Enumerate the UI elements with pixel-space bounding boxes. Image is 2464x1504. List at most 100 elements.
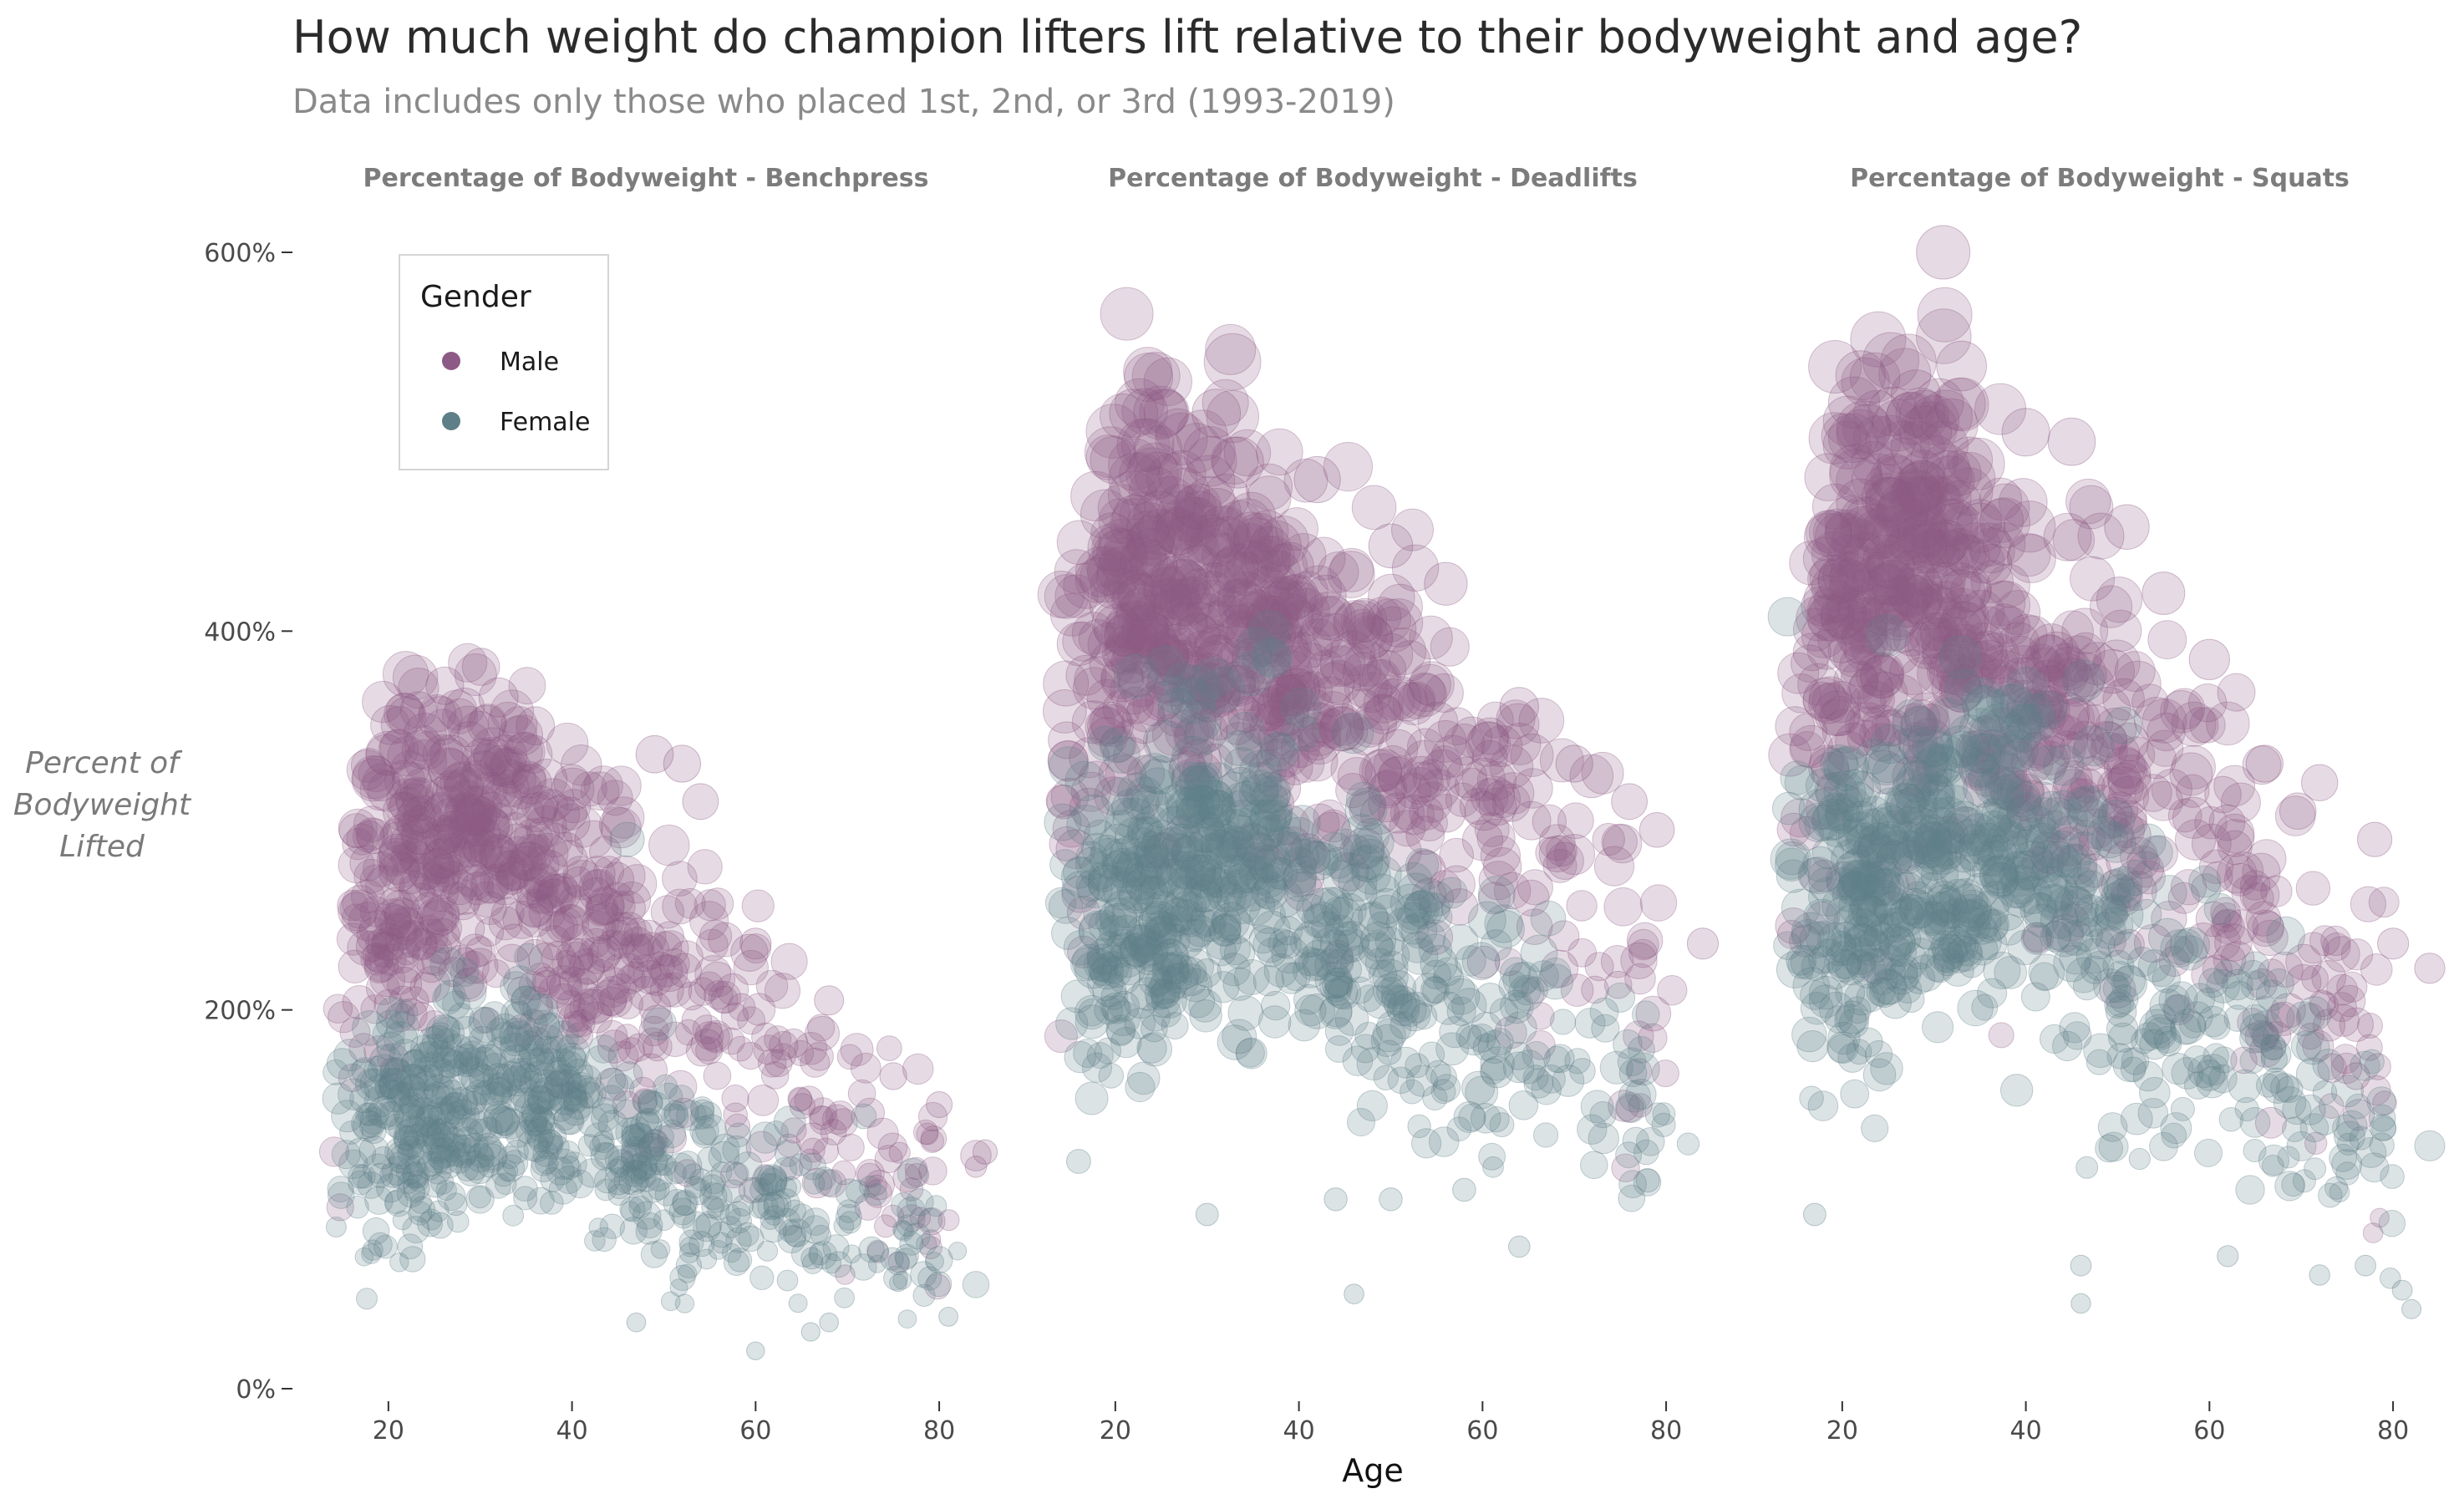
data-point — [414, 966, 450, 1003]
data-point — [864, 1169, 895, 1201]
data-point — [604, 1167, 633, 1196]
data-point — [1451, 988, 1487, 1024]
data-point — [614, 1061, 643, 1090]
data-point — [475, 1043, 503, 1071]
data-point — [379, 729, 415, 765]
data-point — [459, 785, 503, 829]
data-point — [383, 1021, 419, 1056]
data-point — [612, 1090, 642, 1120]
data-point — [385, 920, 424, 959]
data-point — [913, 1119, 938, 1145]
data-point — [693, 889, 726, 922]
data-point — [1947, 714, 1992, 760]
x-tick-label: 20 — [1826, 1416, 1858, 1446]
data-point — [1522, 1041, 1551, 1070]
data-point — [448, 841, 488, 881]
data-point — [1912, 821, 1953, 862]
legend-title: Gender — [420, 280, 531, 314]
data-point — [452, 859, 490, 897]
data-point — [2188, 638, 2230, 680]
data-point — [794, 1032, 828, 1065]
data-point — [2188, 865, 2222, 898]
x-tick-label: 80 — [1650, 1416, 1682, 1446]
data-point — [648, 824, 690, 866]
data-point — [2218, 1107, 2244, 1132]
data-point — [560, 1014, 592, 1045]
data-point — [521, 846, 560, 885]
data-point — [463, 829, 502, 869]
data-point — [436, 1132, 466, 1163]
data-point — [694, 955, 732, 993]
data-point — [1861, 1114, 1889, 1143]
data-point — [2062, 659, 2106, 703]
data-point — [632, 932, 670, 970]
data-point — [389, 786, 426, 824]
data-point — [789, 1093, 816, 1120]
data-point — [734, 1222, 760, 1247]
data-point — [1281, 533, 1327, 579]
x-tick-label: 40 — [556, 1416, 588, 1446]
data-point — [422, 848, 455, 882]
data-point — [1580, 1151, 1608, 1179]
data-point — [918, 1101, 948, 1132]
data-point — [701, 887, 734, 920]
data-point — [828, 1108, 858, 1137]
data-point — [1835, 350, 1886, 401]
data-point — [876, 1035, 902, 1061]
data-point — [325, 1217, 347, 1237]
data-point — [435, 810, 471, 846]
data-point — [1884, 926, 1916, 958]
data-point — [780, 1117, 807, 1144]
data-point — [523, 864, 559, 899]
data-point — [430, 785, 467, 821]
data-point — [512, 764, 547, 799]
data-point — [1611, 783, 1648, 821]
data-point — [1279, 896, 1315, 931]
data-point — [836, 1133, 865, 1161]
data-point — [727, 993, 756, 1022]
data-point — [418, 696, 463, 741]
data-point — [453, 785, 495, 828]
data-point — [1937, 569, 1986, 619]
data-point — [1163, 601, 1207, 645]
data-point — [1049, 849, 1081, 881]
data-point — [905, 1163, 930, 1187]
data-point — [638, 1090, 663, 1116]
data-point — [724, 1113, 751, 1140]
data-point — [428, 821, 463, 856]
data-point — [419, 847, 455, 885]
data-point — [2311, 960, 2347, 995]
data-point — [380, 958, 418, 995]
data-point — [342, 827, 374, 861]
data-point — [508, 846, 544, 882]
data-point — [867, 1254, 887, 1273]
data-point — [556, 989, 586, 1019]
data-point — [521, 785, 559, 824]
data-point — [450, 822, 488, 860]
data-point — [378, 729, 419, 770]
data-point — [396, 783, 435, 823]
data-point — [1083, 819, 1117, 853]
legend-male-label: Male — [500, 348, 559, 377]
data-point — [531, 778, 575, 821]
data-point — [2414, 1130, 2446, 1161]
data-point — [513, 818, 553, 858]
data-point — [605, 912, 640, 947]
data-point — [607, 1040, 639, 1072]
data-point — [877, 1132, 908, 1162]
data-point — [1191, 389, 1242, 439]
data-point — [660, 1291, 681, 1312]
data-point — [525, 805, 567, 847]
data-point — [473, 736, 513, 776]
data-point — [374, 903, 412, 941]
data-point — [691, 1123, 717, 1148]
data-point — [1342, 875, 1378, 912]
data-point — [1508, 1235, 1531, 1258]
data-point — [387, 735, 428, 777]
data-point — [687, 849, 723, 885]
data-point — [916, 1122, 939, 1146]
data-point — [855, 1097, 885, 1128]
data-point — [480, 834, 519, 873]
data-point — [496, 856, 531, 891]
data-point — [337, 889, 368, 922]
